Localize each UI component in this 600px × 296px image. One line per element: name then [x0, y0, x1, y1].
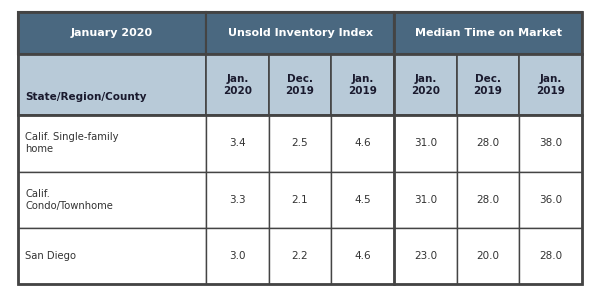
Text: Dec.
2019: Dec. 2019 [473, 74, 502, 96]
Text: Median Time on Market: Median Time on Market [415, 28, 562, 38]
Text: January 2020: January 2020 [71, 28, 153, 38]
Bar [520, 115, 582, 172]
Bar [18, 172, 206, 228]
Text: Dec.
2019: Dec. 2019 [286, 74, 314, 96]
Bar [331, 228, 394, 284]
Text: 3.0: 3.0 [229, 251, 245, 261]
Text: 4.5: 4.5 [355, 195, 371, 205]
Bar [269, 115, 331, 172]
Text: 3.4: 3.4 [229, 138, 245, 148]
Bar [18, 54, 206, 115]
Text: 28.0: 28.0 [476, 138, 500, 148]
Bar [18, 115, 206, 172]
Text: Jan.
2020: Jan. 2020 [411, 74, 440, 96]
Text: Jan.
2019: Jan. 2019 [536, 74, 565, 96]
Text: 2.5: 2.5 [292, 138, 308, 148]
Text: 2.1: 2.1 [292, 195, 308, 205]
Bar [269, 172, 331, 228]
Text: Unsold Inventory Index: Unsold Inventory Index [227, 28, 373, 38]
Bar [394, 228, 457, 284]
Text: 4.6: 4.6 [355, 138, 371, 148]
Bar [520, 172, 582, 228]
Text: 4.6: 4.6 [355, 251, 371, 261]
Text: 20.0: 20.0 [476, 251, 500, 261]
Text: 38.0: 38.0 [539, 138, 562, 148]
Text: State/Region/County: State/Region/County [25, 92, 146, 102]
Bar [394, 115, 457, 172]
Text: 36.0: 36.0 [539, 195, 562, 205]
Bar [394, 172, 457, 228]
Text: Jan.
2020: Jan. 2020 [223, 74, 252, 96]
Text: Calif.
Condo/Townhome: Calif. Condo/Townhome [25, 189, 113, 211]
Text: 28.0: 28.0 [539, 251, 562, 261]
Bar [331, 172, 394, 228]
Text: Jan.
2019: Jan. 2019 [348, 74, 377, 96]
Bar [18, 228, 206, 284]
Bar [394, 12, 582, 54]
Bar [520, 228, 582, 284]
Text: Calif. Single-family
home: Calif. Single-family home [25, 132, 119, 155]
Bar [457, 228, 520, 284]
Bar [206, 12, 394, 54]
Bar [394, 54, 457, 115]
Bar [331, 115, 394, 172]
Text: 31.0: 31.0 [414, 195, 437, 205]
Text: 23.0: 23.0 [414, 251, 437, 261]
Bar [206, 228, 269, 284]
Bar [331, 54, 394, 115]
Bar [520, 54, 582, 115]
Text: 2.2: 2.2 [292, 251, 308, 261]
Bar [206, 115, 269, 172]
Bar [206, 172, 269, 228]
Bar [457, 115, 520, 172]
Text: 3.3: 3.3 [229, 195, 245, 205]
Text: 31.0: 31.0 [414, 138, 437, 148]
Bar [457, 54, 520, 115]
Bar [457, 172, 520, 228]
Bar [269, 54, 331, 115]
Text: 28.0: 28.0 [476, 195, 500, 205]
Text: San Diego: San Diego [25, 251, 76, 261]
Bar [18, 12, 206, 54]
Bar [269, 228, 331, 284]
Bar [206, 54, 269, 115]
